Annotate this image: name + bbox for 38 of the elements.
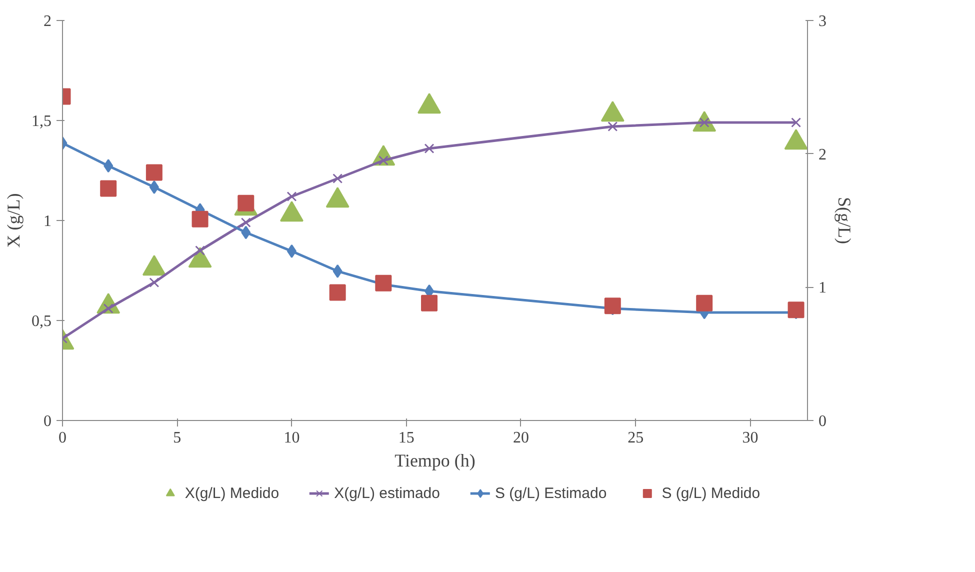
x-tick-label: 20 <box>512 430 529 446</box>
point <box>149 180 159 194</box>
point <box>604 298 621 314</box>
y2-tick-label: 1 <box>818 280 826 297</box>
legend-label: S (g/L) Estimado <box>494 484 607 502</box>
legend-label: X(g/L) Medido <box>184 484 280 502</box>
y-tick-label: 1,5 <box>32 113 52 130</box>
point <box>696 294 713 312</box>
point <box>332 264 342 278</box>
point <box>104 159 114 173</box>
point <box>146 164 162 181</box>
point <box>421 294 438 312</box>
x-axis-title: Tiempo (h) <box>394 450 476 470</box>
y-tick-label: 0 <box>44 413 52 430</box>
point <box>286 244 296 258</box>
point <box>788 302 804 318</box>
y2-tick-label: 2 <box>818 146 826 164</box>
y-tick-label: 0,5 <box>32 313 52 330</box>
point <box>192 210 208 228</box>
x-tick-label: 5 <box>173 430 182 446</box>
point <box>100 180 117 197</box>
x-tick-label: 25 <box>628 430 644 446</box>
point <box>375 274 392 292</box>
point <box>329 284 346 301</box>
point <box>241 226 251 240</box>
x-tick-label: 10 <box>284 430 300 446</box>
legend-label: S (g/L) Medido <box>662 484 760 502</box>
y-tick-label: 1 <box>44 213 52 230</box>
y2-tick-label: 3 <box>818 13 826 30</box>
y-tick-label: 2 <box>44 13 52 30</box>
y-axis-title: X (g/L) <box>4 193 24 248</box>
y2-tick-label: 0 <box>818 413 826 430</box>
y2-axis-title: S(g/L) <box>834 197 854 244</box>
point <box>238 194 254 212</box>
x-tick-label: 15 <box>398 430 414 446</box>
x-tick-label: 0 <box>58 430 66 446</box>
legend-label: X(g/L) estimado <box>334 484 440 502</box>
x-tick-label: 30 <box>742 430 758 446</box>
